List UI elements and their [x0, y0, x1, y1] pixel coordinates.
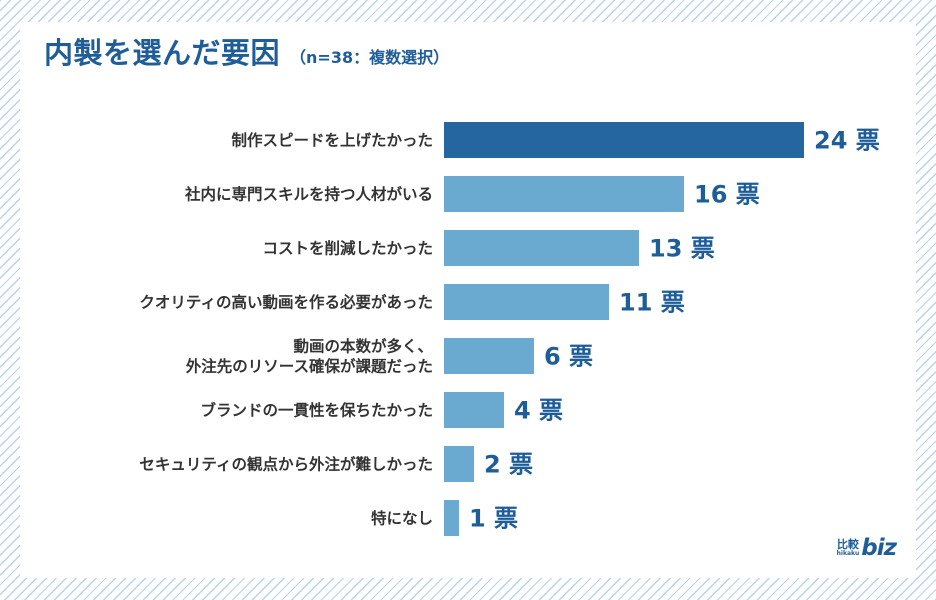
- bar-5: [444, 338, 534, 374]
- category-label-2: 社内に専門スキルを持つ人材がいる: [184, 184, 433, 203]
- bar-3: [444, 230, 639, 266]
- logo-biz: biz: [861, 535, 897, 561]
- hikaku-biz-logo: 比較 hikaku biz: [837, 535, 897, 561]
- bar-6: [444, 392, 504, 428]
- bar-4: [444, 284, 609, 320]
- category-label-7: セキュリティの観点から外注が難しかった: [139, 454, 433, 473]
- value-label-7: 2 票: [484, 451, 533, 479]
- category-label-line: 特になし: [371, 508, 433, 527]
- category-label-line: ブランドの一貫性を保ちたかった: [200, 400, 433, 419]
- bar-2: [444, 176, 684, 212]
- chart-subtitle: （n=38：複数選択）: [290, 48, 450, 67]
- category-label-3: コストを削減したかった: [262, 238, 433, 257]
- category-label-line: 制作スピードを上げたかった: [231, 130, 433, 149]
- category-label-line: 外注先のリソース確保が課題だった: [186, 356, 433, 375]
- bar-1: [444, 122, 804, 158]
- category-label-line: 動画の本数が多く、: [293, 336, 433, 355]
- value-label-5: 6 票: [544, 343, 593, 371]
- category-label-5: 動画の本数が多く、外注先のリソース確保が課題だった: [186, 336, 433, 375]
- chart-title: 内製を選んだ要因: [44, 36, 281, 70]
- category-label-8: 特になし: [371, 508, 433, 527]
- value-label-1: 24 票: [814, 127, 880, 155]
- logo-romaji: hikaku: [836, 550, 860, 557]
- value-label-2: 16 票: [694, 181, 760, 209]
- category-label-line: クオリティの高い動画を作る必要があった: [139, 292, 433, 311]
- title-row: 内製を選んだ要因 （n=38：複数選択）: [44, 30, 449, 72]
- value-label-4: 11 票: [619, 289, 685, 317]
- bar-8: [444, 500, 459, 536]
- value-label-3: 13 票: [649, 235, 715, 263]
- category-label-line: セキュリティの観点から外注が難しかった: [139, 454, 433, 473]
- bar-7: [444, 446, 474, 482]
- value-label-6: 4 票: [514, 397, 563, 425]
- logo-kanji: 比較: [836, 538, 859, 551]
- category-label-line: 社内に専門スキルを持つ人材がいる: [184, 184, 433, 203]
- category-label-6: ブランドの一貫性を保ちたかった: [200, 400, 433, 419]
- category-label-1: 制作スピードを上げたかった: [231, 130, 433, 149]
- category-label-line: コストを削減したかった: [262, 238, 433, 257]
- logo-small-text: 比較 hikaku: [837, 539, 860, 558]
- value-label-8: 1 票: [469, 505, 518, 533]
- category-label-4: クオリティの高い動画を作る必要があった: [139, 292, 433, 311]
